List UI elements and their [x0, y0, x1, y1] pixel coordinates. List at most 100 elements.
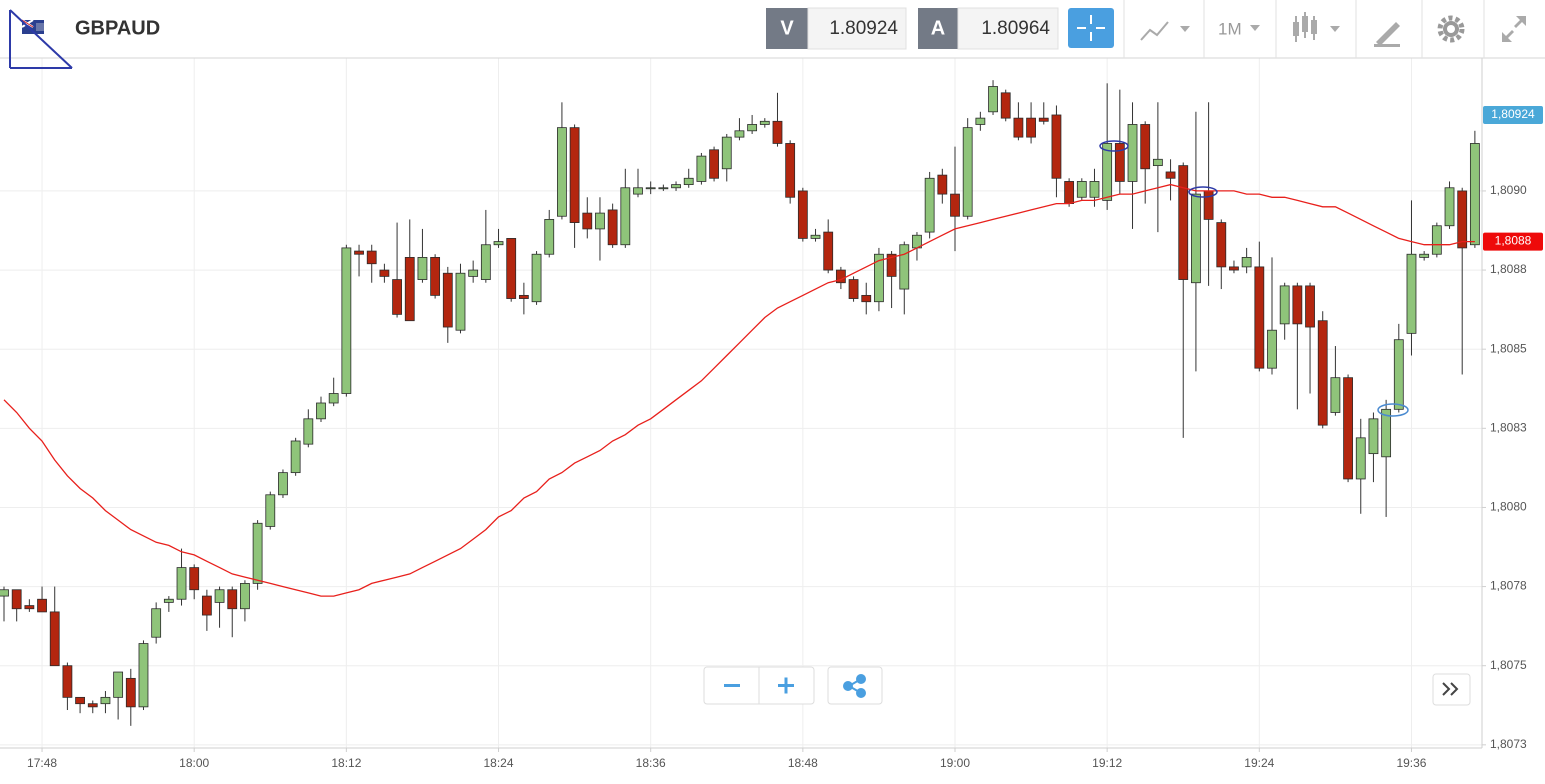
x-tick-label: 18:48 [788, 756, 818, 770]
candle-body [100, 696, 111, 705]
price-marker-label: 1,8088 [1495, 234, 1532, 248]
candle-body [49, 611, 60, 667]
ask-box[interactable]: A 1.80964 [918, 7, 1059, 50]
candle-body [1343, 377, 1353, 480]
candle-body [1064, 181, 1075, 204]
toolbar-separators [1123, 0, 1485, 58]
scroll-right-button[interactable] [1432, 673, 1471, 706]
candle-body [1317, 320, 1328, 426]
crosshair-button[interactable] [1068, 8, 1114, 48]
candle-body [290, 440, 301, 474]
candle-body [0, 589, 9, 597]
candle-body [1368, 418, 1379, 455]
candle-body [468, 269, 479, 277]
share-button[interactable] [827, 666, 883, 705]
x-tick-label: 19:24 [1244, 756, 1274, 770]
candle-body [823, 231, 834, 271]
x-tick-label: 18:24 [484, 756, 514, 770]
candle-body [721, 136, 732, 170]
price-marker [1483, 232, 1543, 251]
candle-body [1013, 117, 1024, 138]
candle-body [975, 117, 986, 125]
candle-body [1393, 339, 1404, 410]
candle-body [24, 605, 35, 610]
candle-body [785, 143, 796, 198]
timeframe-button[interactable]: 1M [1218, 19, 1260, 38]
candle-body [734, 130, 745, 138]
candle-body [582, 212, 593, 230]
candle-body [1457, 190, 1468, 249]
candle-body [341, 247, 352, 394]
candle-body [1469, 143, 1480, 246]
candle-body [569, 127, 580, 223]
candle-body [1444, 187, 1455, 227]
candle-body [1000, 92, 1011, 119]
candle-body [366, 250, 377, 265]
candle-body [392, 279, 402, 315]
candle-body [1038, 117, 1049, 122]
candle-body [1076, 181, 1087, 198]
zoom-in-button[interactable] [778, 677, 794, 694]
chart-type-button[interactable] [1293, 12, 1340, 42]
candle-body [696, 155, 707, 182]
candle-body [430, 257, 441, 296]
candle-body [201, 595, 212, 616]
candle-body [658, 187, 669, 190]
candle-body [455, 272, 466, 331]
candle-body [1140, 124, 1151, 170]
candle-body [214, 589, 225, 603]
candle-body [151, 608, 162, 638]
candle-body [950, 193, 960, 217]
candle-body [835, 269, 846, 284]
candle-body [861, 294, 872, 303]
candle-body [772, 120, 783, 144]
candle-body [988, 86, 998, 113]
candle-body [316, 402, 326, 420]
candle-body [1355, 437, 1366, 480]
candle-body [303, 418, 314, 445]
candle-body [1089, 181, 1100, 198]
candle-body [265, 494, 276, 527]
x-tick-label: 18:36 [636, 756, 666, 770]
candle-body [1305, 285, 1315, 328]
settings-button[interactable] [1437, 15, 1465, 43]
candle-body [607, 209, 618, 246]
y-tick-label: 1,8080 [1490, 500, 1527, 514]
candle-body [328, 393, 339, 404]
x-tick-label: 19:36 [1396, 756, 1426, 770]
candle-body [797, 190, 808, 239]
bid-label: V [780, 17, 794, 39]
candle-body [671, 184, 681, 189]
candle-body [747, 124, 758, 132]
candle-body [848, 279, 859, 299]
x-tick-label: 19:00 [940, 756, 970, 770]
zoom-controls [703, 666, 815, 705]
price-marker-label: 1,80924 [1491, 107, 1535, 121]
candle-body [1127, 124, 1138, 182]
candle-body [759, 120, 770, 125]
zoom-out-button[interactable] [724, 684, 740, 687]
y-tick-label: 1,8078 [1490, 579, 1527, 593]
ma-line [3, 183, 1475, 597]
fullscreen-button[interactable] [1502, 16, 1526, 42]
triangle-drawing [9, 9, 73, 69]
ask-price: 1.80964 [981, 18, 1050, 39]
x-tick-label: 17:48 [27, 756, 57, 770]
x-tick-label: 19:12 [1092, 756, 1122, 770]
flag-icon [21, 19, 44, 34]
candle-body [1191, 193, 1201, 284]
candle-body [1279, 285, 1290, 325]
indicator-button[interactable] [1140, 21, 1190, 41]
candle-body [1419, 253, 1430, 258]
y-tick-label: 1,8073 [1490, 737, 1527, 751]
draw-button[interactable] [1374, 22, 1400, 47]
candle-body [278, 472, 288, 496]
candle-body [404, 257, 415, 322]
candle-body [480, 244, 491, 280]
candle-body [544, 219, 555, 255]
candle-body [620, 187, 631, 246]
candle-body [189, 567, 200, 591]
bid-box[interactable]: V 1.80924 [766, 7, 907, 50]
candle-body [75, 696, 85, 705]
